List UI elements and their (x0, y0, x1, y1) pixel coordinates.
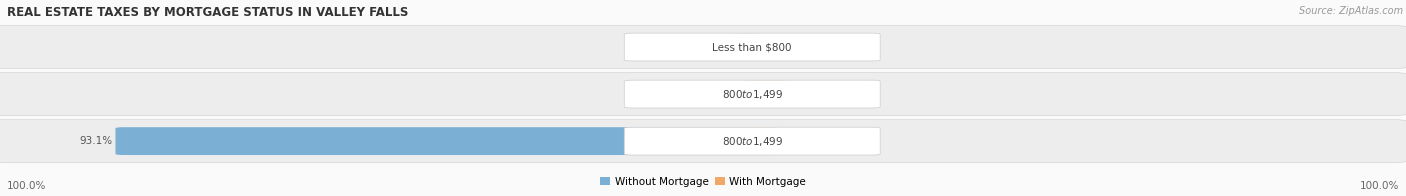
Text: Less than $800: Less than $800 (713, 42, 792, 52)
Text: 1.8%: 1.8% (703, 42, 728, 52)
Text: 0.0%: 0.0% (714, 89, 741, 99)
FancyBboxPatch shape (744, 127, 779, 155)
Text: 93.1%: 93.1% (80, 136, 112, 146)
Text: 100.0%: 100.0% (7, 181, 46, 191)
FancyBboxPatch shape (0, 120, 1406, 163)
FancyBboxPatch shape (0, 26, 1406, 69)
Text: 4.9%: 4.9% (793, 89, 818, 99)
Text: $800 to $1,499: $800 to $1,499 (721, 135, 783, 148)
Text: $800 to $1,499: $800 to $1,499 (721, 88, 783, 101)
Text: 100.0%: 100.0% (1360, 181, 1399, 191)
FancyBboxPatch shape (731, 33, 761, 61)
Text: REAL ESTATE TAXES BY MORTGAGE STATUS IN VALLEY FALLS: REAL ESTATE TAXES BY MORTGAGE STATUS IN … (7, 6, 408, 19)
Text: Source: ZipAtlas.com: Source: ZipAtlas.com (1299, 6, 1403, 16)
FancyBboxPatch shape (744, 80, 790, 108)
FancyBboxPatch shape (0, 73, 1406, 116)
Legend: Without Mortgage, With Mortgage: Without Mortgage, With Mortgage (596, 172, 810, 191)
FancyBboxPatch shape (624, 33, 880, 61)
Text: 0.0%: 0.0% (763, 42, 790, 52)
FancyBboxPatch shape (624, 127, 880, 155)
FancyBboxPatch shape (115, 127, 761, 155)
FancyBboxPatch shape (624, 80, 880, 108)
Text: 3.0%: 3.0% (782, 136, 807, 146)
